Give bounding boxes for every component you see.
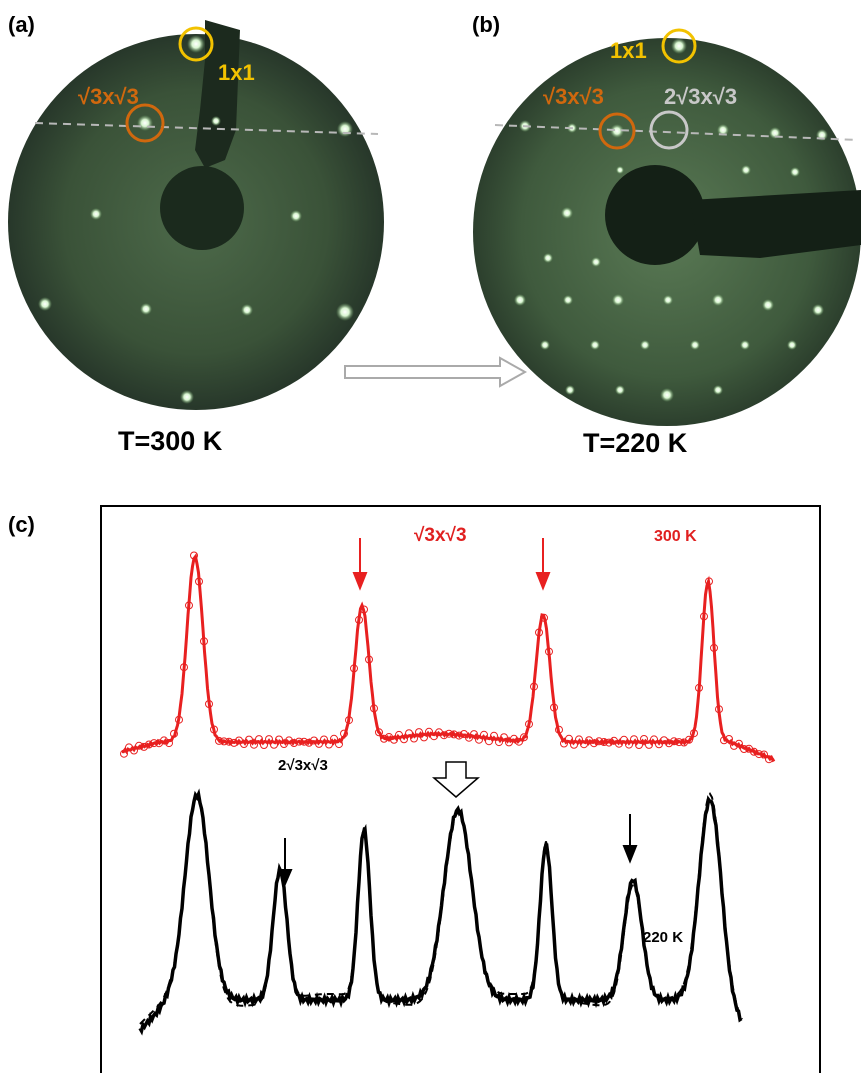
- profile-temperature: 300 K: [654, 528, 697, 545]
- spot-label: 1x1: [218, 60, 255, 85]
- spot: [741, 165, 751, 175]
- spot: [565, 385, 575, 395]
- spot-label: √3x√3: [78, 84, 139, 109]
- spot: [616, 166, 624, 174]
- spot: [787, 340, 797, 350]
- spot: [290, 210, 302, 222]
- profile-title: √3x√3: [414, 525, 467, 546]
- electron-gun-shadow: [605, 165, 705, 265]
- spot: [590, 340, 600, 350]
- spot-label: √3x√3: [543, 84, 604, 109]
- spot: [140, 303, 152, 315]
- spot: [717, 124, 729, 136]
- data-points: [120, 551, 773, 764]
- spot: [812, 304, 824, 316]
- profile-line: [34, 122, 379, 135]
- spot-label: 2√3x√3: [664, 84, 737, 109]
- spot: [610, 124, 624, 138]
- spot: [38, 297, 52, 311]
- electron-gun-shadow: [160, 166, 244, 250]
- spot: [543, 253, 553, 263]
- spot: [540, 340, 550, 350]
- spot: [336, 303, 354, 321]
- diffraction-spots: [38, 35, 354, 404]
- spot: [740, 340, 750, 350]
- spot: [90, 208, 102, 220]
- profile-line: [494, 124, 859, 141]
- profile-temperature: 220 K: [643, 929, 683, 946]
- peak-arrows: [352, 538, 551, 591]
- temperature-label: T=220 K: [583, 428, 688, 458]
- spot: [762, 299, 774, 311]
- spot-label: 1x1: [610, 38, 647, 63]
- marker-1x1: [661, 28, 697, 64]
- panel-label: (a): [8, 12, 35, 37]
- spot: [660, 388, 674, 402]
- spot: [671, 38, 687, 54]
- panel-label: (c): [8, 512, 35, 537]
- spot: [712, 294, 724, 306]
- spot: [137, 115, 153, 131]
- marker-r3: [598, 112, 636, 150]
- marker-r3: [125, 103, 165, 143]
- sample-holder: [690, 190, 861, 258]
- spot: [640, 340, 650, 350]
- transition-arrow: [431, 761, 481, 798]
- panel-label: (b): [472, 12, 500, 37]
- temperature-label: T=300 K: [118, 426, 223, 456]
- marker-1x1: [178, 26, 214, 62]
- spot: [612, 294, 624, 306]
- transition-arrow: [344, 356, 528, 388]
- spot: [211, 116, 221, 126]
- spot: [514, 294, 526, 306]
- spot: [241, 304, 253, 316]
- spot: [713, 385, 723, 395]
- profile-curve: [121, 553, 776, 763]
- spot: [790, 167, 800, 177]
- plot-frame: [100, 505, 821, 1073]
- spot: [180, 390, 194, 404]
- spot: [563, 295, 573, 305]
- spot: [663, 295, 673, 305]
- spot: [337, 121, 353, 137]
- peak-arrows: [277, 814, 638, 887]
- spot: [615, 385, 625, 395]
- spot: [690, 340, 700, 350]
- marker-2r3: [649, 110, 689, 150]
- data-point: [520, 733, 528, 742]
- spot: [561, 207, 573, 219]
- profile-curve: [138, 788, 743, 1036]
- spot: [591, 257, 601, 267]
- profile-title: 2√3x√3: [278, 757, 328, 774]
- spot: [187, 35, 205, 53]
